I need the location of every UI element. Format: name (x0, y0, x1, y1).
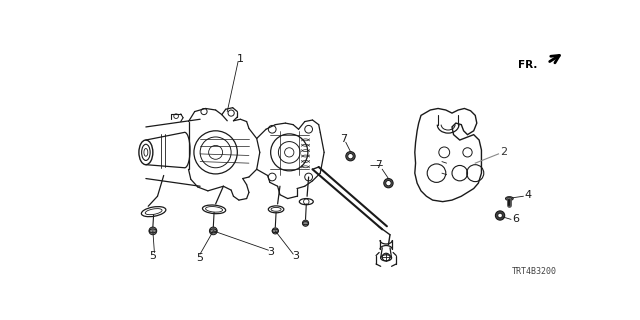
Circle shape (303, 220, 308, 226)
Ellipse shape (507, 197, 511, 200)
Text: TRT4B3200: TRT4B3200 (511, 267, 557, 276)
Text: FR.: FR. (518, 60, 537, 69)
Text: —: — (370, 160, 380, 171)
Circle shape (272, 228, 278, 234)
Text: 1: 1 (237, 54, 244, 64)
Circle shape (498, 213, 502, 218)
Circle shape (384, 179, 393, 188)
Circle shape (149, 227, 157, 235)
Text: 2: 2 (500, 147, 508, 157)
Circle shape (209, 227, 217, 235)
Text: 3: 3 (267, 247, 274, 258)
Text: 5: 5 (149, 251, 156, 261)
Ellipse shape (506, 196, 513, 201)
Text: 5: 5 (196, 253, 204, 263)
Text: 7: 7 (340, 133, 347, 143)
Circle shape (348, 154, 353, 159)
Text: 3: 3 (292, 251, 299, 261)
Text: 7: 7 (375, 160, 381, 171)
Text: 4: 4 (524, 190, 531, 200)
Circle shape (386, 180, 391, 186)
Circle shape (495, 211, 505, 220)
Circle shape (346, 152, 355, 161)
Text: 6: 6 (512, 214, 519, 224)
